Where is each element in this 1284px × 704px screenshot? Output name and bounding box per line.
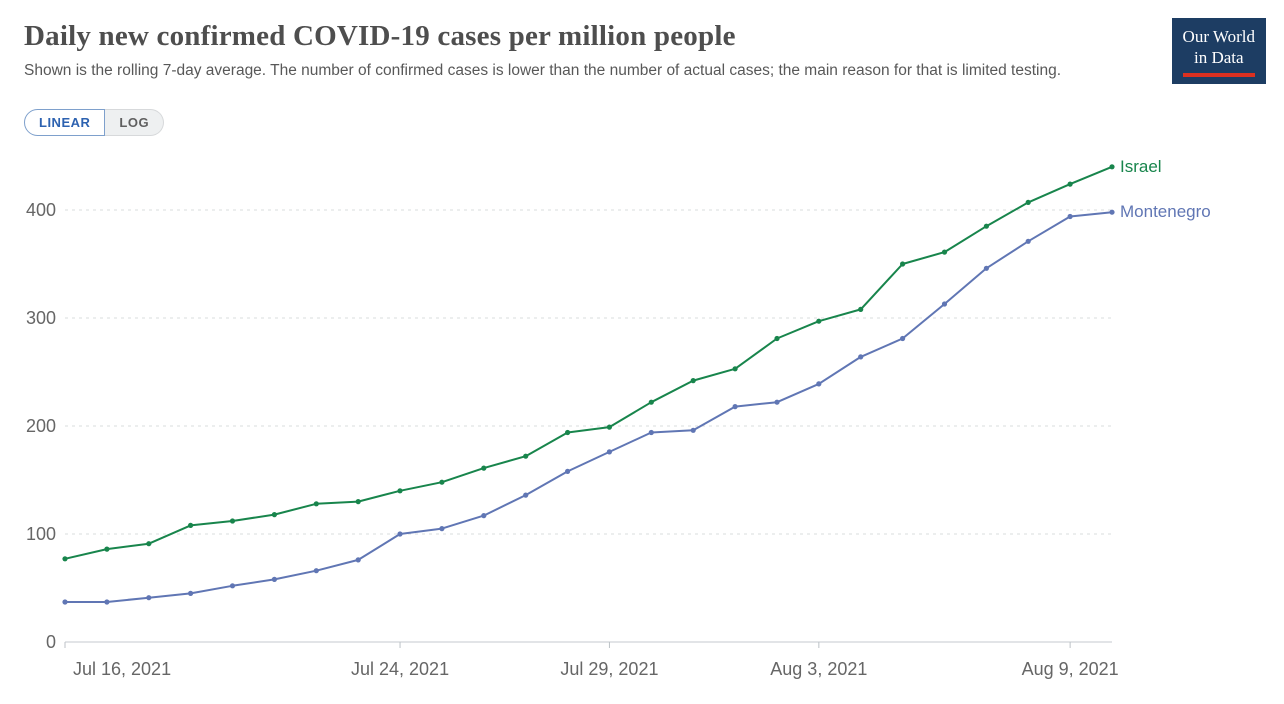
data-point <box>565 469 571 475</box>
data-point <box>565 430 571 436</box>
data-point <box>62 556 68 562</box>
x-axis-tick-label: Jul 16, 2021 <box>73 659 171 679</box>
data-point <box>188 523 194 529</box>
x-axis-tick-label: Aug 3, 2021 <box>770 659 867 679</box>
data-point <box>900 261 906 268</box>
data-point <box>1067 214 1073 220</box>
chart-header: Daily new confirmed COVID-19 cases per m… <box>0 0 1284 82</box>
data-point <box>481 465 487 472</box>
data-point <box>606 424 613 431</box>
data-point <box>858 354 864 360</box>
y-axis-tick-label: 0 <box>46 632 56 652</box>
logo-red-underline <box>1182 72 1255 77</box>
x-axis-tick-label: Jul 24, 2021 <box>351 659 449 679</box>
logo-line-1: Our World <box>1182 27 1255 46</box>
data-point <box>229 583 236 589</box>
data-point <box>606 449 613 455</box>
data-point <box>523 492 529 499</box>
y-axis-tick-label: 100 <box>26 524 56 544</box>
data-point <box>397 531 403 538</box>
y-axis-tick-label: 200 <box>26 416 56 436</box>
data-point <box>816 381 822 387</box>
logo-line-2: in Data <box>1193 48 1244 68</box>
data-point <box>439 480 445 486</box>
data-point <box>146 595 152 601</box>
x-axis-tick-label: Jul 29, 2021 <box>560 659 658 679</box>
y-axis-tick-label: 300 <box>26 308 56 328</box>
series-line-israel <box>64 166 1113 561</box>
series-end-label-israel[interactable]: Israel <box>1120 157 1162 176</box>
data-point <box>1067 181 1073 188</box>
y-axis-tick-label: 400 <box>26 200 56 220</box>
data-point <box>229 518 236 525</box>
series-end-label-montenegro[interactable]: Montenegro <box>1120 203 1211 222</box>
data-point <box>62 599 68 606</box>
data-point <box>1025 239 1031 245</box>
data-point <box>900 336 906 342</box>
data-point <box>858 307 864 313</box>
page-title: Daily new confirmed COVID-19 cases per m… <box>24 20 736 52</box>
data-point <box>983 266 990 272</box>
data-point <box>104 599 110 606</box>
data-point <box>732 366 738 372</box>
data-point <box>355 557 361 563</box>
data-point <box>774 400 780 406</box>
data-point <box>816 319 822 325</box>
data-point <box>648 430 654 436</box>
owid-logo[interactable]: Our World in Data <box>1171 18 1266 84</box>
data-point <box>648 400 654 406</box>
data-point <box>439 526 445 532</box>
data-point <box>188 591 194 597</box>
data-point <box>983 224 990 230</box>
data-point <box>941 301 948 308</box>
data-point <box>690 378 696 384</box>
data-point <box>523 454 529 460</box>
data-point <box>146 541 152 547</box>
data-point <box>397 488 403 494</box>
data-point <box>313 501 319 507</box>
data-point <box>732 404 738 410</box>
chart-subtitle: Shown is the rolling 7-day average. The … <box>24 62 1062 79</box>
line-chart[interactable]: 0 100 200 300 400 Jul 16, 2021 Jul 24, 2021 Jul… <box>0 142 1284 686</box>
log-scale-button[interactable]: LOG <box>105 109 165 137</box>
data-point <box>104 546 110 553</box>
linear-scale-button[interactable]: LINEAR <box>24 109 106 137</box>
data-point <box>271 577 277 583</box>
data-point <box>774 336 780 342</box>
data-point <box>355 499 361 505</box>
data-point <box>1109 164 1115 170</box>
data-point <box>313 568 319 574</box>
scale-toggle: LINEAR LOG <box>24 109 165 137</box>
series-line-montenegro <box>64 211 1113 604</box>
data-point <box>271 512 277 518</box>
data-point <box>1109 210 1115 216</box>
data-point <box>481 513 487 519</box>
x-axis-tick-label: Aug 9, 2021 <box>1022 659 1119 679</box>
data-point <box>1025 200 1031 206</box>
data-point <box>690 428 696 434</box>
data-point <box>941 249 948 256</box>
